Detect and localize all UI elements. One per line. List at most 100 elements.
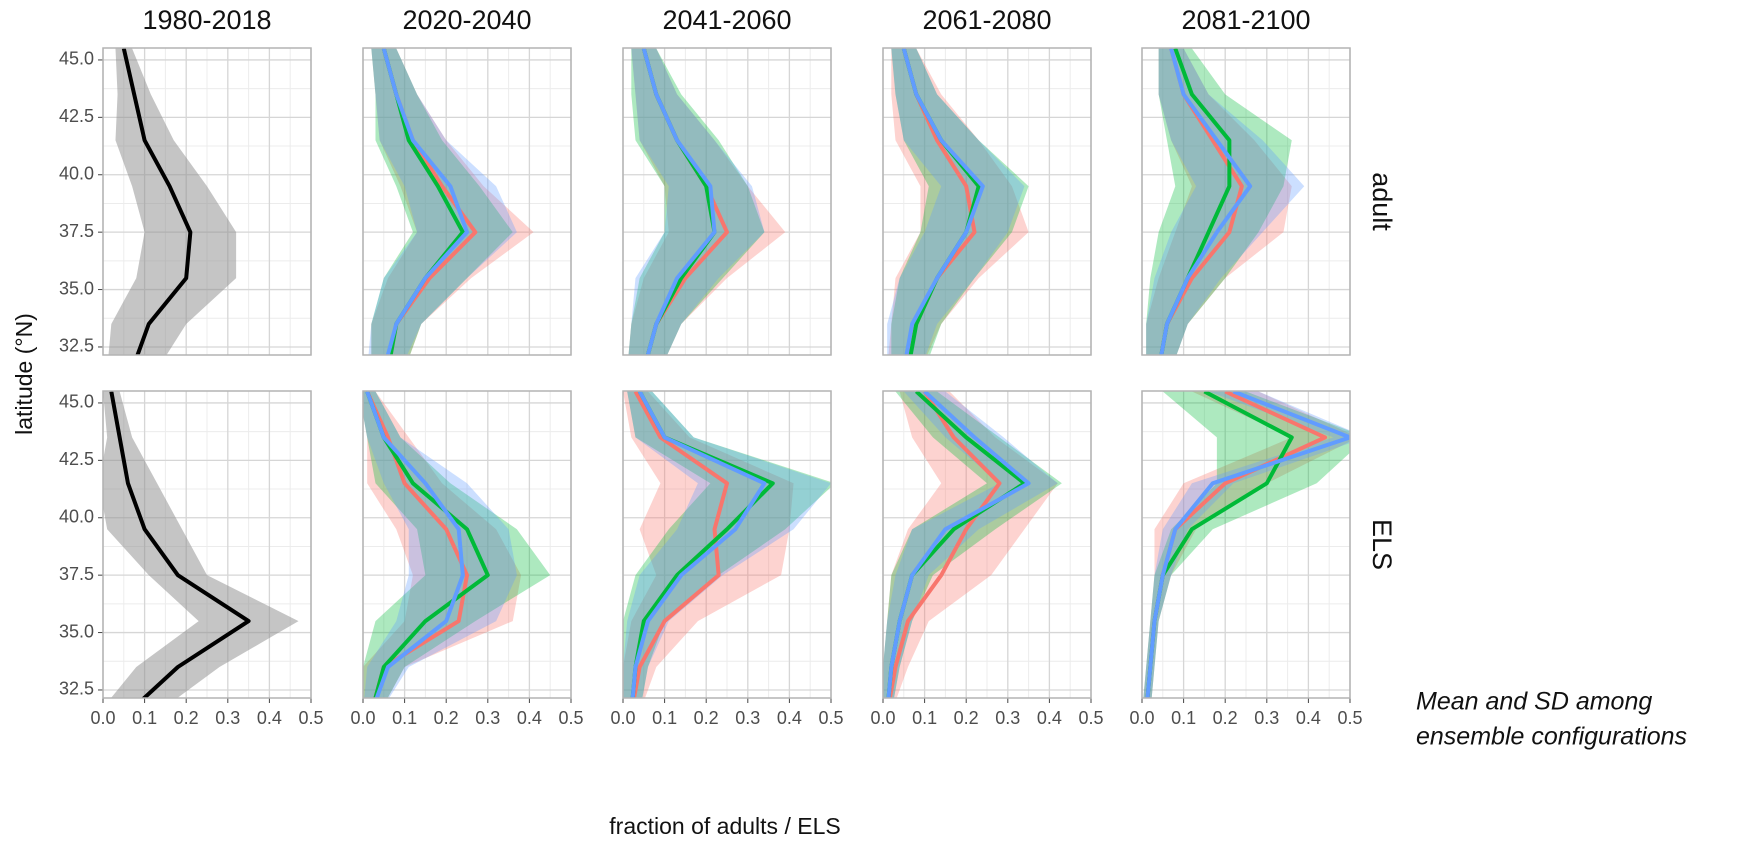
x-tick-label: 0.3 bbox=[735, 708, 760, 728]
column-title: 2041-2060 bbox=[662, 5, 791, 35]
panel bbox=[1141, 47, 1351, 356]
panel-border bbox=[362, 390, 572, 699]
sd-band bbox=[883, 391, 1058, 698]
plot-area bbox=[1143, 391, 1350, 698]
x-tick-label: 0.2 bbox=[694, 708, 719, 728]
column-title: 1980-2018 bbox=[142, 5, 271, 35]
x-tick-label: 0.1 bbox=[392, 708, 417, 728]
annotation: ensemble configurations bbox=[1416, 723, 1687, 751]
x-tick-label: 0.5 bbox=[1337, 708, 1362, 728]
panel-border bbox=[882, 47, 1092, 356]
mean-line bbox=[381, 48, 469, 355]
mean-line bbox=[886, 391, 1031, 698]
plot-area bbox=[623, 391, 831, 698]
x-tick-label: 0.1 bbox=[132, 708, 157, 728]
sd-band bbox=[888, 48, 1029, 355]
panel bbox=[622, 47, 832, 356]
sd-band bbox=[1146, 48, 1292, 355]
plot-area bbox=[1146, 48, 1305, 355]
panel-border bbox=[1141, 390, 1351, 699]
x-tick-label: 0.1 bbox=[652, 708, 677, 728]
x-tick-label: 0.2 bbox=[954, 708, 979, 728]
x-tick-label: 0.3 bbox=[995, 708, 1020, 728]
plot-area bbox=[103, 391, 299, 698]
row-label: adult bbox=[1367, 172, 1397, 231]
row-label: ELS bbox=[1367, 519, 1397, 570]
x-tick-label: 0.4 bbox=[517, 708, 542, 728]
plot-area bbox=[108, 48, 237, 355]
panel bbox=[882, 47, 1092, 356]
panel-border bbox=[622, 47, 832, 356]
y-tick-label: 42.5 bbox=[59, 106, 94, 126]
plot-area bbox=[363, 391, 551, 698]
y-axis-label: latitude (°N) bbox=[11, 313, 37, 435]
sd-band bbox=[883, 391, 1062, 698]
sd-band bbox=[623, 391, 831, 698]
x-tick-label: 0.0 bbox=[870, 708, 895, 728]
column-title: 2020-2040 bbox=[402, 5, 531, 35]
x-tick-label: 0.1 bbox=[1171, 708, 1196, 728]
y-tick-label: 42.5 bbox=[59, 449, 94, 469]
sd-band bbox=[887, 48, 1025, 355]
panel-border bbox=[1141, 47, 1351, 356]
x-tick-label: 0.5 bbox=[1078, 708, 1103, 728]
sd-band bbox=[628, 48, 765, 355]
sd-band bbox=[1146, 48, 1292, 355]
x-tick-label: 0.2 bbox=[1213, 708, 1238, 728]
panel: 0.0 0.1 0.2 0.3 0.4 0.5 bbox=[610, 390, 844, 728]
x-tick-label: 0.3 bbox=[215, 708, 240, 728]
x-tick-label: 0.0 bbox=[90, 708, 115, 728]
panel-border bbox=[622, 390, 832, 699]
x-tick-label: 0.0 bbox=[350, 708, 375, 728]
y-tick-label: 45.0 bbox=[59, 49, 94, 69]
mean-line bbox=[1159, 48, 1253, 355]
sd-band bbox=[1143, 391, 1350, 698]
panel: 0.0 0.1 0.2 0.3 0.4 0.5 bbox=[870, 390, 1104, 728]
sd-band bbox=[623, 391, 831, 698]
sd-band bbox=[628, 48, 786, 355]
mean-line bbox=[630, 391, 767, 698]
sd-band bbox=[883, 391, 1058, 698]
plot-area bbox=[883, 391, 1062, 698]
panel-border bbox=[102, 47, 312, 356]
y-tick-label: 40.0 bbox=[59, 163, 94, 183]
sd-band bbox=[891, 48, 1029, 355]
panel: 0.0 0.1 0.2 0.3 0.4 0.5 bbox=[350, 390, 584, 728]
mean-line bbox=[121, 48, 193, 355]
x-tick-label: 0.5 bbox=[558, 708, 583, 728]
plot-area bbox=[628, 48, 786, 355]
mean-line bbox=[1145, 391, 1350, 698]
y-tick-label: 32.5 bbox=[59, 679, 94, 699]
column-title: 2061-2080 bbox=[922, 5, 1051, 35]
panel: 32.5 35.0 37.5 40.0 42.5 45.0 bbox=[59, 47, 312, 356]
plot-area bbox=[887, 48, 1029, 355]
mean-line bbox=[365, 391, 465, 698]
x-tick-label: 0.4 bbox=[777, 708, 802, 728]
x-tick-label: 0.0 bbox=[1129, 708, 1154, 728]
x-tick-label: 0.2 bbox=[434, 708, 459, 728]
x-tick-label: 0.4 bbox=[1296, 708, 1321, 728]
y-tick-label: 32.5 bbox=[59, 336, 94, 356]
panel: 0.0 0.1 0.2 0.3 0.4 0.5 bbox=[1129, 390, 1363, 728]
mean-line bbox=[901, 48, 985, 355]
x-tick-label: 0.4 bbox=[257, 708, 282, 728]
sd-band bbox=[1143, 391, 1350, 698]
x-tick-label: 0.3 bbox=[475, 708, 500, 728]
y-tick-label: 37.5 bbox=[59, 221, 94, 241]
x-axis-label: fraction of adults / ELS bbox=[609, 813, 840, 839]
plot-area bbox=[368, 48, 534, 355]
x-tick-label: 0.1 bbox=[912, 708, 937, 728]
y-tick-label: 40.0 bbox=[59, 506, 94, 526]
panel: 0.0 0.1 0.2 0.3 0.4 0.5 32.5 35.0 37.5 40.0 42.5 45… bbox=[59, 390, 324, 728]
sd-band bbox=[1143, 391, 1350, 698]
mean-line bbox=[631, 391, 729, 698]
mean-line bbox=[887, 391, 1002, 698]
y-tick-label: 45.0 bbox=[59, 392, 94, 412]
mean-line bbox=[109, 391, 251, 698]
x-tick-label: 0.2 bbox=[174, 708, 199, 728]
panel-border bbox=[102, 390, 312, 699]
x-tick-label: 0.5 bbox=[298, 708, 323, 728]
y-tick-label: 37.5 bbox=[59, 564, 94, 584]
panel-border bbox=[362, 47, 572, 356]
